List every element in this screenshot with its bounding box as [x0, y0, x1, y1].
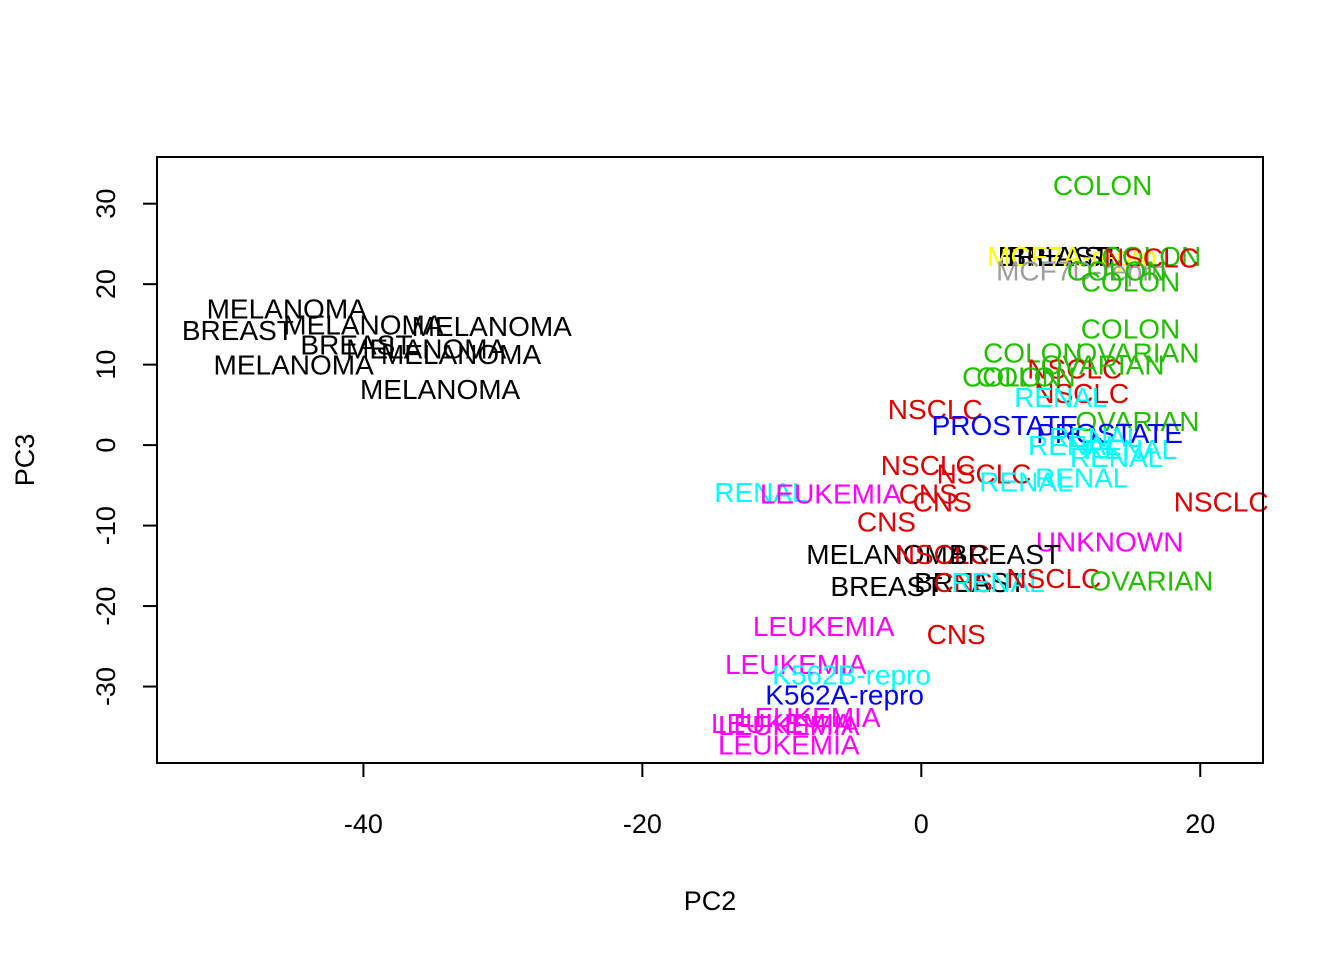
point-label-melanoma: MELANOMA [346, 334, 507, 365]
point-label-leukemia: LEUKEMIA [718, 710, 860, 741]
y-tick-label: -20 [91, 587, 121, 626]
point-label-nsclc: NSCLC [1027, 354, 1122, 385]
y-tick-label: -30 [91, 667, 121, 706]
point-label-ovarian: OVARIAN [1076, 406, 1200, 437]
y-tick-label: 20 [91, 269, 121, 299]
point-label-prostate: PROSTATE [932, 410, 1079, 441]
x-tick-label: 20 [1185, 809, 1215, 839]
point-label-nsclc: NSCLC [888, 394, 983, 425]
point-label-colon: COLON [1081, 313, 1181, 344]
point-label-ovarian: OVARIAN [1076, 338, 1200, 369]
point-label-melanoma: MELANOMA [214, 350, 375, 381]
point-label-colon: COLON [1102, 241, 1202, 272]
point-label-renal: RENAL [1084, 434, 1177, 465]
x-tick-label: -20 [623, 809, 662, 839]
x-tick-label: 0 [914, 809, 929, 839]
point-label-cns: CNS [927, 619, 986, 650]
y-axis: -30 -20 -10 0 10 20 30 [91, 189, 158, 706]
point-label-k562a-repro: K562A-repro [765, 680, 924, 711]
point-label-leukemia: LEUKEMIA [739, 702, 881, 733]
x-axis: -40 -20 0 20 [344, 762, 1215, 839]
point-label-breast: BREAST [182, 315, 294, 346]
y-tick-label: -10 [91, 506, 121, 545]
point-label-nsclc: NSCLC [937, 458, 1032, 489]
point-label-colon: COLON [1081, 267, 1181, 298]
point-label-breast: BREAST [949, 539, 1061, 570]
point-label-renal: RENAL [1014, 382, 1107, 413]
point-label-melanoma: MELANOMA [360, 374, 521, 405]
points-layer: COLONBREASTBREASTMCF7A-reproCOLONNSCLCMC… [182, 170, 1269, 760]
point-label-leukemia: LEUKEMIA [711, 708, 853, 739]
point-label-renal: RENAL [714, 477, 807, 508]
point-label-melanoma: MELANOMA [806, 539, 967, 570]
point-label-cns: CNS [934, 567, 993, 598]
point-label-nsclc: NSCLC [1104, 243, 1199, 274]
y-axis-title: PC3 [10, 434, 40, 487]
point-label-nsclc: NSCLC [1034, 378, 1129, 409]
point-label-ovarian: OVARIAN [1041, 350, 1165, 381]
point-label-nsclc: NSCLC [1174, 486, 1269, 517]
point-label-cns: CNS [857, 507, 916, 538]
point-label-colon: COLON [962, 362, 1062, 393]
point-label-renal: RENAL [1028, 430, 1121, 461]
point-label-leukemia: LEUKEMIA [718, 729, 860, 760]
point-label-renal: RENAL [951, 567, 1044, 598]
point-label-prostate: PROSTATE [1036, 418, 1183, 449]
point-label-breast: BREAST [300, 330, 412, 361]
point-label-renal: RENAL [1035, 462, 1128, 493]
point-label-colon: COLON [1053, 170, 1153, 201]
point-label-nsclc: NSCLC [881, 450, 976, 481]
point-label-colon: COLON [1067, 255, 1167, 286]
point-label-melanoma: MELANOMA [207, 293, 368, 324]
point-label-ovarian: OVARIAN [1089, 565, 1213, 596]
point-label-nsclc: NSCLC [895, 539, 990, 570]
point-label-mcf7a-repro: MCF7A-repro [987, 241, 1157, 272]
x-tick-label: -40 [344, 809, 383, 839]
point-label-cns: CNS [899, 478, 958, 509]
point-label-melanoma: MELANOMA [412, 311, 573, 342]
point-label-renal: RENAL [979, 466, 1072, 497]
point-label-breast: BREAST [914, 567, 1026, 598]
point-label-melanoma: MELANOMA [381, 339, 542, 370]
point-label-renal: RENAL [1070, 442, 1163, 473]
point-label-melanoma: MELANOMA [283, 309, 444, 340]
y-tick-label: 10 [91, 350, 121, 380]
point-label-breast: BREAST [998, 241, 1110, 272]
point-label-breast: BREAST [830, 571, 942, 602]
point-label-mcf7d-repro: MCF7D-repro [996, 255, 1167, 286]
point-label-unknown: UNKNOWN [1036, 527, 1184, 558]
point-label-colon: COLON [976, 362, 1076, 393]
point-label-k562b-repro: K562B-repro [772, 659, 931, 690]
point-label-nsclc: NSCLC [1006, 563, 1101, 594]
point-label-renal: RENAL [1049, 422, 1142, 453]
y-tick-label: 0 [91, 438, 121, 453]
point-label-breast: BREAST [1008, 241, 1120, 272]
y-tick-label: 30 [91, 189, 121, 219]
point-label-colon: COLON [983, 338, 1083, 369]
point-label-leukemia: LEUKEMIA [760, 478, 902, 509]
x-axis-title: PC2 [684, 886, 737, 916]
point-label-leukemia: LEUKEMIA [753, 611, 895, 642]
point-label-cns: CNS [913, 486, 972, 517]
point-label-leukemia: LEUKEMIA [725, 649, 867, 680]
